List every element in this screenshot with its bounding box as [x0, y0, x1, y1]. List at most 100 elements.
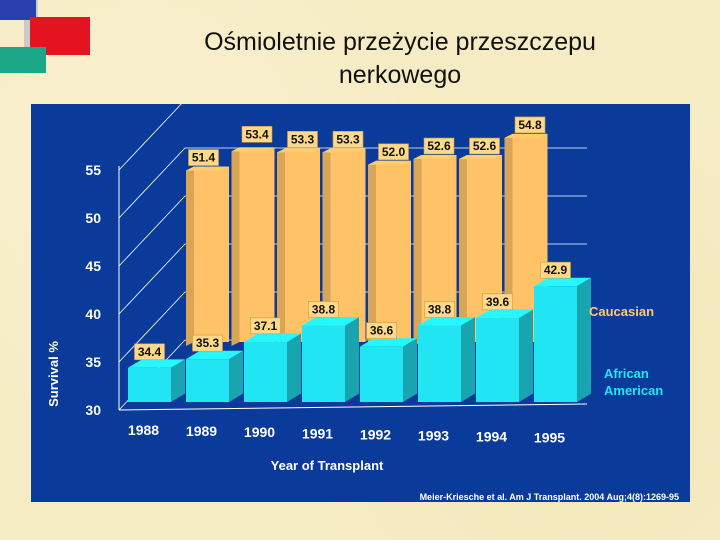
african-american-data-label: 39.6	[486, 295, 510, 309]
bar-side	[277, 148, 285, 346]
african-american-bar	[128, 359, 185, 402]
y-tick-label: 55	[85, 162, 101, 178]
gridline-side	[118, 147, 186, 219]
african-american-bar	[360, 338, 417, 402]
bar-side	[413, 155, 422, 346]
african-american-data-label: 36.6	[370, 324, 394, 338]
x-axis-label: Year of Transplant	[271, 458, 384, 473]
caucasian-data-label: 53.4	[245, 127, 269, 141]
african-american-bar	[186, 350, 243, 402]
caucasian-data-label: 52.6	[427, 139, 451, 153]
bar-face	[302, 325, 345, 402]
african-american-bar	[244, 333, 301, 402]
bar-top	[413, 155, 457, 160]
x-tick-label: 1989	[186, 423, 217, 439]
bar-top	[504, 133, 548, 138]
y-tick-label: 35	[85, 354, 101, 370]
bar-top	[360, 338, 417, 347]
bar-top	[128, 359, 185, 368]
caucasian-data-label-box	[241, 126, 273, 143]
bar-face	[244, 341, 287, 402]
bar-side	[519, 309, 533, 402]
legend-african-american-line: African	[604, 366, 649, 381]
bar-top	[186, 350, 243, 360]
african-american-data-label-box	[424, 301, 455, 318]
caucasian-data-label: 53.3	[291, 132, 315, 146]
caucasian-data-label-box	[423, 137, 455, 155]
gridline-side	[118, 104, 182, 171]
caucasian-data-label-box	[188, 149, 219, 166]
african-american-series	[128, 277, 591, 402]
caucasian-bar	[231, 147, 275, 346]
bar-top	[476, 309, 533, 318]
bar-face	[186, 359, 229, 402]
caucasian-bar	[368, 160, 411, 346]
bar-side	[368, 160, 376, 346]
caucasian-data-label: 52.6	[473, 139, 497, 153]
caucasian-bar	[186, 166, 229, 346]
bar-side	[504, 133, 513, 346]
axis-layer: 30 35 40 45 50 55 1988 1989 1990 1991 1992 1993 1994…	[85, 162, 588, 446]
x-axis-line	[118, 403, 588, 411]
y-tick-label: 30	[85, 402, 101, 418]
caucasian-bar	[322, 148, 366, 346]
african-american-data-label-box	[134, 343, 165, 361]
y-axis-label: Survival %	[46, 341, 61, 407]
african-american-data-label: 38.8	[428, 303, 452, 317]
african-american-bar	[418, 317, 475, 402]
african-american-data-label: 38.8	[312, 303, 336, 317]
bar-face	[418, 325, 461, 402]
bar-side	[459, 155, 467, 346]
bar-top	[277, 148, 320, 153]
bar-top	[302, 317, 359, 326]
legend-african-american: African American	[604, 366, 663, 398]
x-tick-label: 1990	[244, 424, 275, 440]
bar-face	[128, 367, 171, 402]
bar-top	[322, 148, 366, 153]
bar-side	[171, 359, 185, 402]
citation: Meier-Kriesche et al. Am J Transplant. 2…	[420, 492, 679, 502]
bar-side	[287, 333, 301, 402]
bar-side	[322, 148, 331, 346]
bar-side	[231, 147, 240, 346]
bar-face	[476, 317, 519, 402]
bar-side	[229, 350, 243, 402]
caucasian-data-label-box	[287, 131, 318, 148]
caucasian-data-label: 53.3	[336, 132, 360, 146]
african-american-bar	[476, 309, 533, 402]
african-american-data-label-box	[250, 317, 281, 335]
legend-african-american-line: American	[604, 383, 663, 398]
bar-top	[186, 166, 229, 171]
x-tick-label: 1994	[476, 429, 507, 445]
bar-side	[461, 317, 475, 402]
chart-panel: 30 35 40 45 50 55 1988 1989 1990 1991 1992 1993 1994…	[31, 104, 690, 502]
y-tick-label: 40	[85, 306, 101, 322]
bar-face	[534, 286, 577, 402]
decor-green-block	[0, 47, 46, 73]
bar-top	[244, 333, 301, 342]
caucasian-data-label: 52.0	[382, 145, 406, 159]
bar-top	[534, 277, 591, 287]
african-american-data-label-box	[192, 334, 223, 352]
slide-title: Ośmioletnie przeżycie przeszczepu nerkow…	[204, 28, 596, 89]
african-american-data-label: 37.1	[254, 319, 278, 333]
african-american-data-label: 34.4	[138, 345, 162, 359]
bar-face	[360, 346, 403, 402]
caucasian-data-label-box	[332, 131, 364, 148]
bar-top	[459, 155, 502, 160]
caucasian-data-label: 54.8	[518, 118, 542, 132]
legend-caucasian: Caucasian	[589, 304, 654, 319]
bar-face	[376, 160, 411, 342]
y-tick-label: 45	[85, 258, 101, 274]
y-tick-label: 50	[85, 210, 101, 226]
bar-top	[368, 160, 411, 165]
x-tick-label: 1993	[418, 428, 449, 444]
caucasian-data-label-box	[469, 137, 500, 155]
bar-side	[345, 317, 359, 402]
gridline-side	[118, 291, 186, 363]
survival-chart: 30 35 40 45 50 55 1988 1989 1990 1991 1992 1993 1994…	[46, 104, 679, 502]
bar-side	[186, 166, 194, 346]
caucasian-data-label: 51.4	[192, 151, 216, 165]
x-tick-label: 1991	[302, 425, 333, 441]
african-american-data-label: 35.3	[196, 336, 220, 350]
